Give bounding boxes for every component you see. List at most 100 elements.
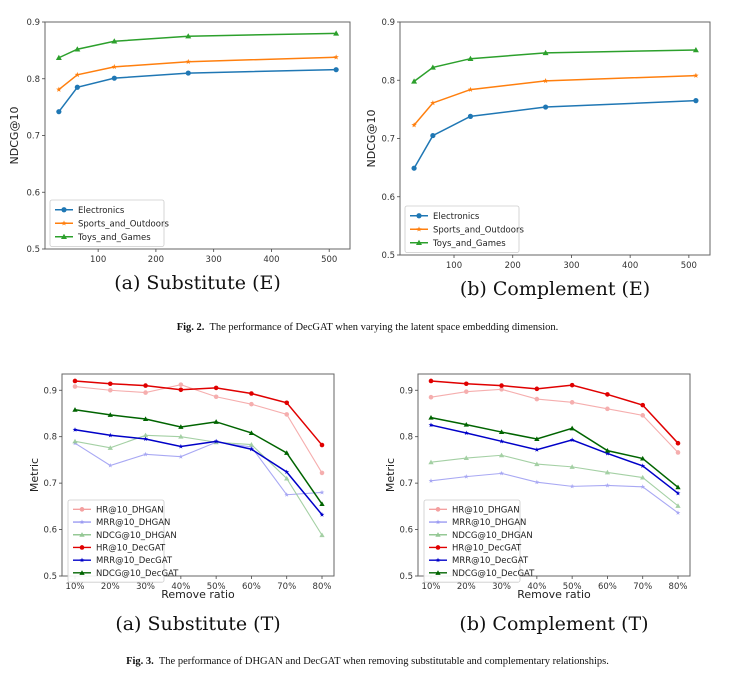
data-point bbox=[467, 86, 474, 92]
data-point bbox=[640, 463, 646, 468]
data-point bbox=[411, 165, 417, 171]
data-point bbox=[569, 437, 575, 442]
legend-swatch-marker bbox=[79, 507, 85, 512]
legend-box bbox=[423, 499, 521, 583]
legend-label: HR@10_DHGAN bbox=[96, 505, 164, 515]
legend-label: MRR@10_DHGAN bbox=[96, 518, 170, 528]
series-MRR@10_DHGAN bbox=[428, 470, 681, 515]
x-tick-label: 400 bbox=[263, 255, 279, 265]
subfigure-caption: (b) Complement (E) bbox=[460, 278, 650, 300]
legend-label: HR@10_DecGAT bbox=[452, 543, 522, 553]
x-tick-label: 10% bbox=[66, 582, 85, 592]
data-point bbox=[693, 98, 699, 104]
data-point bbox=[248, 441, 255, 447]
data-point bbox=[605, 406, 610, 412]
series-Sports_and_Outdoors bbox=[56, 54, 339, 92]
data-point bbox=[284, 492, 290, 497]
data-point bbox=[463, 421, 469, 427]
data-point bbox=[463, 474, 469, 479]
data-point bbox=[107, 387, 113, 393]
x-tick-label: 100 bbox=[90, 255, 106, 265]
data-point bbox=[542, 77, 549, 84]
data-point bbox=[675, 450, 681, 455]
series-line bbox=[74, 441, 323, 496]
legend-swatch-marker bbox=[79, 519, 85, 525]
data-point bbox=[675, 510, 681, 515]
legend-label: Sports_and_Outdoors bbox=[78, 219, 169, 229]
y-axis-label: NDCG@10 bbox=[8, 107, 21, 165]
y-tick-label: 0.8 bbox=[381, 76, 395, 86]
data-point bbox=[411, 78, 418, 84]
data-point bbox=[319, 470, 325, 476]
data-point bbox=[72, 407, 78, 412]
data-point bbox=[428, 394, 434, 400]
data-point bbox=[319, 532, 325, 538]
data-point bbox=[72, 378, 78, 384]
data-point bbox=[498, 429, 505, 435]
series-Toys_and_Games bbox=[411, 46, 699, 84]
y-tick-label: 0.9 bbox=[43, 386, 57, 396]
legend-label: HR@10_DecGAT bbox=[96, 543, 166, 553]
data-point bbox=[111, 63, 118, 70]
y-tick-label: 0.7 bbox=[399, 479, 413, 489]
data-point bbox=[56, 109, 62, 115]
data-point bbox=[428, 478, 434, 483]
y-tick-label: 0.6 bbox=[399, 526, 413, 536]
data-point bbox=[333, 30, 340, 36]
data-point bbox=[499, 387, 504, 392]
data-point bbox=[213, 438, 219, 444]
data-point bbox=[534, 396, 540, 402]
data-point bbox=[178, 434, 184, 439]
x-tick-label: 30% bbox=[136, 582, 155, 592]
data-point bbox=[56, 86, 62, 92]
data-point bbox=[640, 474, 646, 480]
legend-swatch-marker bbox=[416, 213, 422, 219]
chart-fig3a: 0.5 0.6 0.7 0.8 0.9 10% 20% 30% 40% 50% 60% 70% 80% M… bbox=[28, 373, 335, 635]
series-line bbox=[430, 472, 679, 514]
data-point bbox=[428, 378, 434, 384]
x-tick-label: 80% bbox=[313, 582, 332, 592]
data-point bbox=[498, 452, 505, 458]
subfigure-caption: (a) Substitute (T) bbox=[115, 613, 280, 635]
y-tick-label: 0.5 bbox=[43, 572, 57, 582]
data-point bbox=[284, 475, 290, 481]
series-line bbox=[430, 416, 679, 488]
plot-frame bbox=[61, 373, 335, 577]
data-point bbox=[463, 455, 469, 461]
series-line bbox=[413, 74, 696, 126]
data-point bbox=[467, 113, 474, 119]
x-axis-label: Remove ratio bbox=[517, 588, 591, 601]
data-point bbox=[430, 132, 436, 139]
data-point bbox=[693, 72, 699, 78]
data-point bbox=[499, 383, 504, 388]
data-point bbox=[142, 432, 149, 438]
data-point bbox=[178, 382, 184, 387]
y-tick-label: 0.6 bbox=[381, 193, 395, 203]
data-point bbox=[249, 446, 254, 452]
data-point bbox=[72, 384, 78, 389]
legend-swatch-marker bbox=[435, 519, 441, 525]
y-tick-label: 0.9 bbox=[399, 386, 413, 396]
plot-frame bbox=[417, 373, 691, 577]
data-point bbox=[284, 412, 290, 417]
data-point bbox=[143, 451, 148, 457]
data-point bbox=[185, 33, 192, 39]
data-point bbox=[55, 54, 62, 60]
data-point bbox=[467, 55, 474, 61]
legend-swatch-marker bbox=[61, 233, 67, 239]
data-point bbox=[534, 386, 540, 392]
legend-swatch-marker bbox=[435, 545, 441, 550]
data-point bbox=[534, 436, 540, 441]
x-tick-label: 200 bbox=[505, 261, 521, 271]
x-tick-label: 500 bbox=[321, 255, 337, 265]
y-tick-label: 0.5 bbox=[26, 245, 40, 255]
series-HR@10_DHGAN bbox=[72, 382, 325, 476]
data-point bbox=[430, 100, 436, 106]
legend-box bbox=[49, 199, 165, 247]
series-line bbox=[74, 428, 323, 516]
data-point bbox=[640, 402, 646, 408]
data-point bbox=[604, 469, 611, 475]
data-point bbox=[569, 400, 575, 405]
legend-swatch-marker bbox=[79, 570, 85, 575]
